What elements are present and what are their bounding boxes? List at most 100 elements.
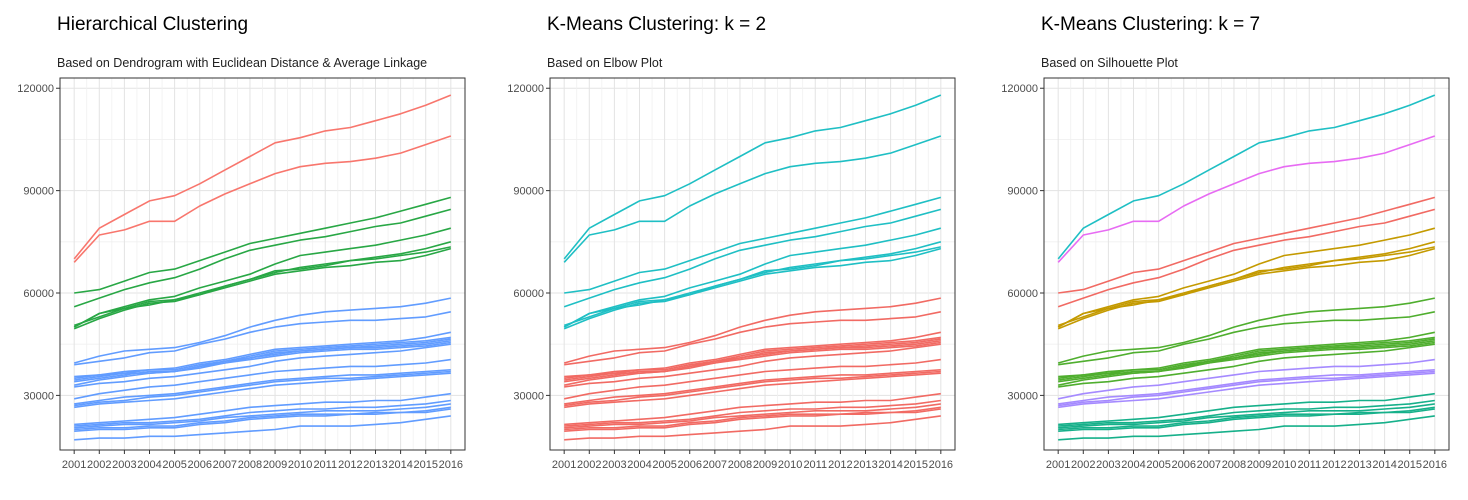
y-tick-label: 30000 [23,390,54,402]
x-tick-label: 2006 [187,459,211,471]
series-line-8 [563,246,941,328]
series-line-18 [564,369,941,405]
series-line-21 [564,392,941,426]
series-line-19 [564,370,941,407]
y-tick-label: 120000 [507,83,544,95]
y-tick-label: 120000 [17,83,54,95]
x-tick-label: 2004 [1121,459,1145,471]
gridlines [550,78,955,450]
chart-subtitle: Based on Dendrogram with Euclidean Dista… [57,56,427,70]
x-tick-label: 2005 [652,459,676,471]
chart-panel-hierarchical: Hierarchical Clustering Based on Dendrog… [0,0,490,500]
series-line-1 [73,94,452,260]
series-line-24 [1058,406,1435,431]
x-tick-label: 2007 [213,459,237,471]
y-tick-label: 30000 [1007,390,1038,402]
y-tick-label: 90000 [23,186,54,198]
x-tick-label: 2005 [1146,459,1170,471]
chart-subtitle: Based on Elbow Plot [547,56,663,70]
x-tick-label: 2003 [602,459,626,471]
series-line-2 [1057,135,1436,263]
series-line-8 [1057,246,1435,328]
x-tick-label: 2010 [778,459,802,471]
x-tick-label: 2009 [1247,459,1271,471]
x-tick-label: 2016 [1423,459,1447,471]
x-tick-label: 2008 [728,459,752,471]
y-tick-label: 30000 [513,390,544,402]
x-tick-label: 2011 [1297,459,1321,471]
y-tick-label: 60000 [23,288,54,300]
series-line-6 [563,241,942,327]
series-line-6 [73,241,452,327]
x-tick-label: 2005 [162,459,186,471]
series-line-24 [74,406,451,431]
x-tick-label: 2002 [1071,459,1095,471]
series-lines [1057,94,1436,441]
x-tick-label: 2001 [552,459,576,471]
x-tick-label: 2009 [753,459,777,471]
gridlines [60,78,465,450]
series-line-25 [74,408,451,432]
x-tick-label: 2001 [1046,459,1070,471]
series-line-11 [74,331,451,380]
series-line-22 [74,399,451,427]
series-line-18 [74,369,451,405]
chart-svg-kmeans-k7: K-Means Clustering: k = 7 Based on Silho… [1001,14,1450,471]
series-line-5 [73,227,452,328]
series-line-25 [1058,408,1435,432]
x-tick-label: 2013 [363,459,387,471]
series-line-5 [563,227,942,328]
chart-svg-kmeans-k2: K-Means Clustering: k = 2 Based on Elbow… [507,14,956,471]
series-line-20 [564,372,941,409]
series-line-17 [564,358,941,400]
x-tick-label: 2016 [929,459,953,471]
x-tick-label: 2006 [677,459,701,471]
x-tick-label: 2016 [439,459,463,471]
chart-title: K-Means Clustering: k = 2 [547,14,766,35]
series-line-9 [73,297,451,364]
series-line-16 [564,343,941,388]
x-tick-label: 2008 [1222,459,1246,471]
series-line-23 [1058,403,1435,429]
x-tick-label: 2002 [577,459,601,471]
chart-title: K-Means Clustering: k = 7 [1041,14,1260,35]
x-tick-label: 2006 [1171,459,1195,471]
chart-subtitle: Based on Silhouette Plot [1041,56,1178,70]
series-line-25 [564,408,941,432]
series-line-9 [1057,297,1435,364]
x-tick-label: 2012 [828,459,852,471]
series-lines [73,94,452,441]
x-tick-label: 2011 [803,459,827,471]
series-line-12 [564,336,941,381]
y-tick-label: 60000 [1007,288,1038,300]
x-tick-label: 2010 [288,459,312,471]
series-line-26 [1058,415,1435,441]
chart-panel-kmeans-k7: K-Means Clustering: k = 7 Based on Silho… [984,0,1468,500]
chart-title: Hierarchical Clustering [57,14,248,35]
series-line-15 [74,341,451,378]
series-line-21 [74,392,451,426]
series-line-11 [564,331,941,380]
series-line-10 [1058,311,1435,366]
chart-svg-hierarchical: Hierarchical Clustering Based on Dendrog… [17,14,466,471]
x-tick-label: 2001 [62,459,86,471]
x-tick-label: 2003 [112,459,136,471]
series-line-1 [563,94,942,260]
series-line-14 [564,340,941,386]
x-tick-label: 2004 [627,459,651,471]
x-tick-label: 2012 [338,459,362,471]
y-tick-label: 90000 [1007,186,1038,198]
x-tick-label: 2008 [238,459,262,471]
series-line-14 [74,340,451,386]
series-line-12 [1058,336,1435,381]
series-line-15 [1058,341,1435,378]
y-tick-label: 120000 [1001,83,1038,95]
x-tick-label: 2013 [1347,459,1371,471]
panel-border [549,77,956,451]
series-line-23 [74,403,451,429]
x-tick-label: 2003 [1096,459,1120,471]
x-tick-label: 2014 [1372,459,1396,471]
series-line-20 [1058,372,1435,409]
x-tick-label: 2014 [388,459,412,471]
x-tick-label: 2014 [878,459,902,471]
